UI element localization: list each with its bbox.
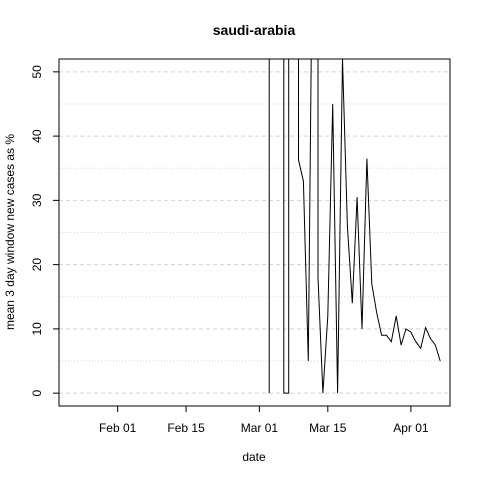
y-axis-label: mean 3 day window new cases as % [3,134,17,330]
axes: 0 10 20 30 40 50 Feb 01 Feb 15 Mar 01 Mar 15 Apr 0… [30,65,429,435]
x-tick-label: Apr 01 [393,421,429,435]
y-tick-label: 20 [30,258,44,272]
x-axis-label: date [242,450,266,464]
plot-frame [58,58,451,407]
series-layer [268,58,441,394]
grid [59,71,450,394]
series-line [268,58,441,394]
y-tick-label: 50 [30,65,44,79]
chart-title: saudi-arabia [213,22,296,38]
y-tick-label: 10 [30,322,44,336]
y-tick-label: 40 [30,129,44,143]
x-tick-label: Mar 15 [309,421,347,435]
x-tick-label: Mar 01 [241,421,279,435]
x-tick-label: Feb 15 [167,421,205,435]
y-tick-label: 0 [30,389,44,396]
y-tick-label: 30 [30,193,44,207]
x-tick-label: Feb 01 [99,421,137,435]
